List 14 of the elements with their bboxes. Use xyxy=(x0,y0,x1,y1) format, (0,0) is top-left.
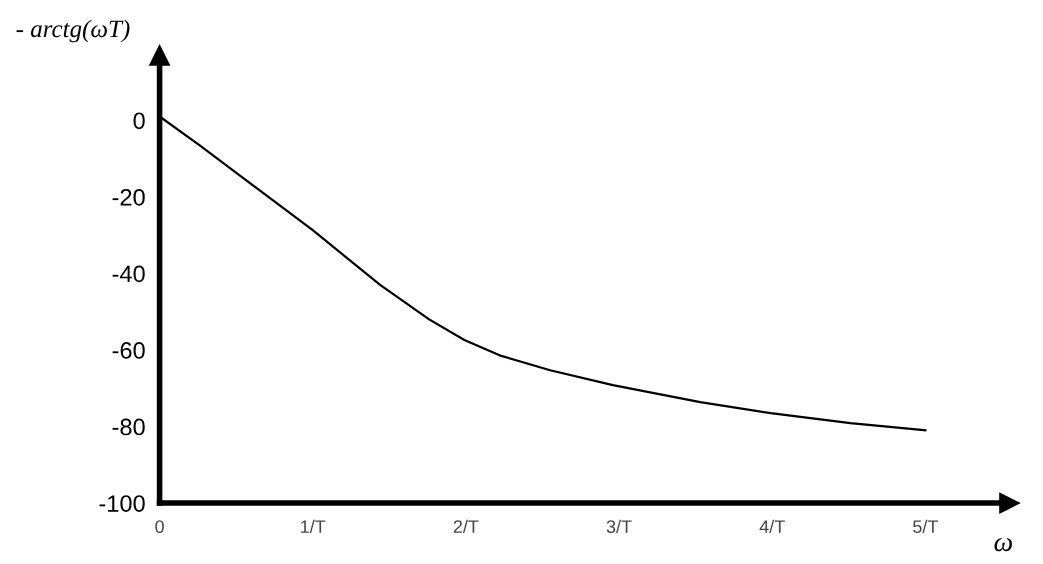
x-tick-label: 3/T xyxy=(606,519,632,534)
x-tick-label: 2/T xyxy=(453,519,479,534)
x-tick-label: 4/T xyxy=(759,519,785,534)
x-tick-label: 0 xyxy=(155,520,164,534)
y-tick-label: 0 xyxy=(133,112,145,130)
y-tick-label: -80 xyxy=(112,418,145,436)
y-tick-label: -20 xyxy=(112,188,145,206)
y-tick-label: -60 xyxy=(112,342,145,359)
x-tick-label: 5/T xyxy=(913,519,939,534)
x-axis-title: ω xyxy=(994,537,1012,552)
x-tick-label: 1/T xyxy=(301,519,326,534)
y-axis-title: - arctg(ωT) xyxy=(16,19,130,43)
y-tick-label: -40 xyxy=(112,265,145,283)
y-tick-label: -100 xyxy=(99,495,145,512)
